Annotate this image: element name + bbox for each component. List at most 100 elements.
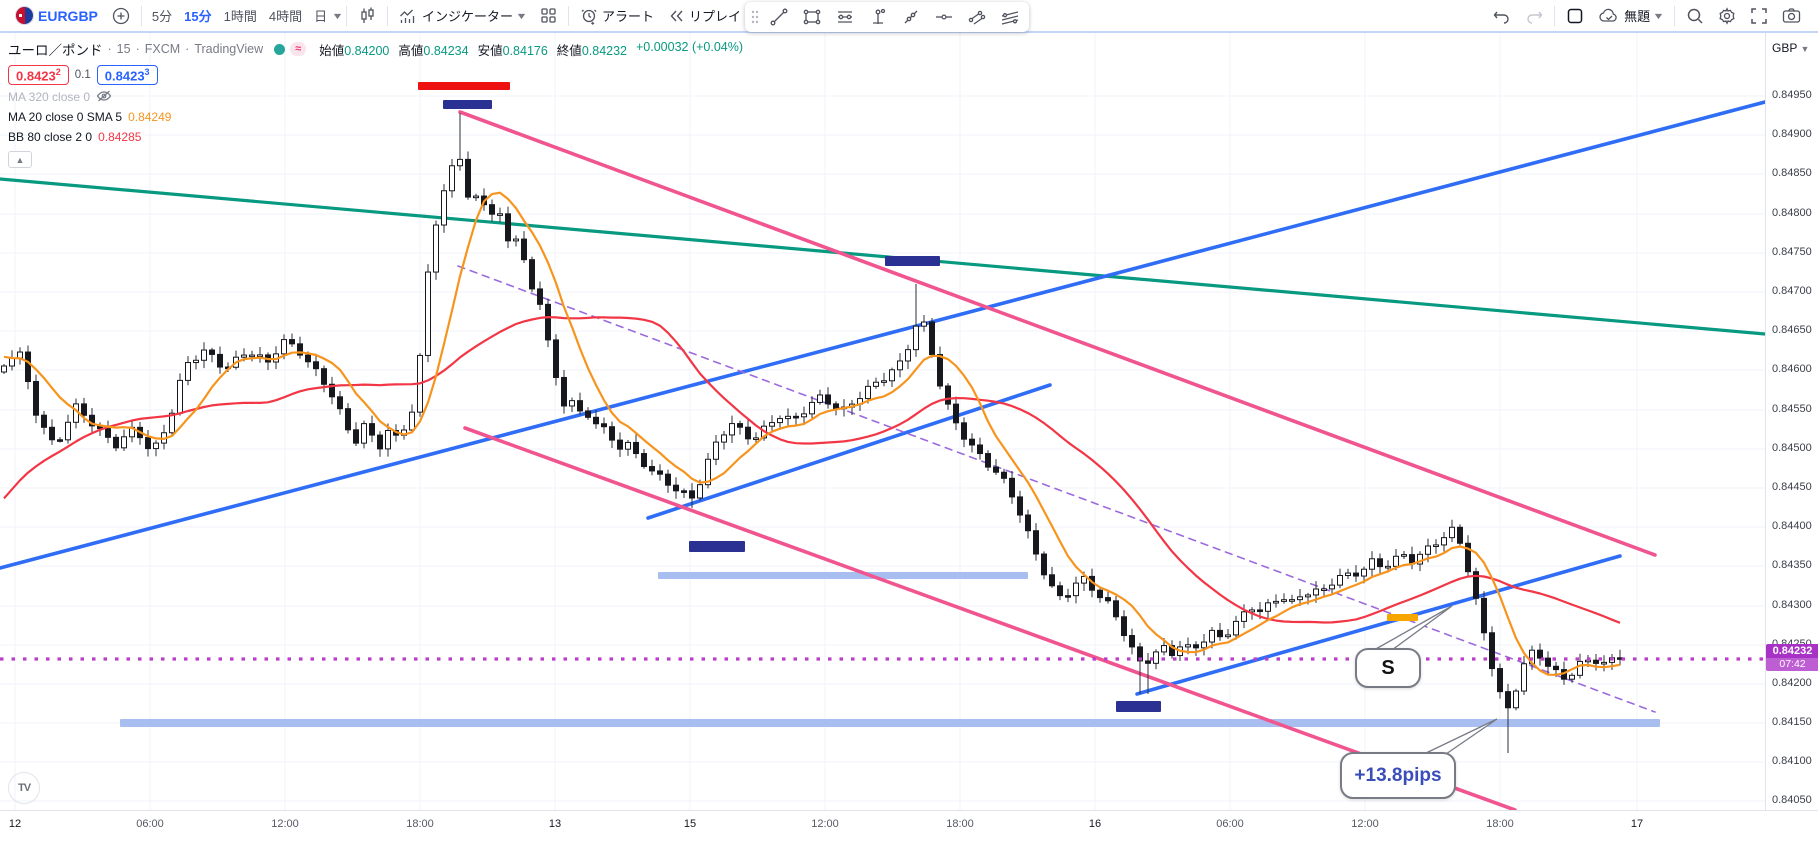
alert-button[interactable]: アラート [573,3,661,29]
ma-fast-line [3,191,1621,676]
marker-box-drawing[interactable] [418,82,510,90]
price-axis-label: 0.84600 [1772,363,1812,375]
indicator-row-0[interactable]: MA 320 close 0 [8,89,743,105]
toolbar-divider [140,5,142,26]
marker-box-drawing[interactable] [885,256,940,266]
toolbar-divider [387,5,389,26]
ohlc-values: 始値0.84200 高値0.84234 安値0.84176 終値0.84232 … [319,39,744,58]
support-zone-band[interactable] [658,572,1028,579]
tf-15m-button[interactable]: 15分 [184,9,212,24]
marker-box-drawing[interactable] [443,100,492,109]
time-axis-label: 18:00 [1486,818,1514,830]
regression-trend-tool[interactable] [993,3,1026,31]
tf-1h-button[interactable]: 1時間 [223,9,257,24]
time-axis-label: 12:00 [811,818,839,830]
ma-slow-line [3,316,1621,624]
buy-button[interactable]: 0.84233 [96,65,158,86]
tf-5m-button[interactable]: 5分 [151,9,173,24]
ray-tool[interactable] [894,3,927,31]
chart-style-button[interactable] [351,3,383,29]
time-axis-label: 16 [1088,818,1102,830]
marker-box-drawing[interactable] [689,541,745,552]
time-axis-label: 12:00 [271,818,299,830]
approx-data-icon[interactable]: ≈ [290,42,307,56]
price-axis-label: 0.84450 [1772,481,1812,493]
undo-button[interactable] [1486,3,1518,29]
legend-title-row[interactable]: ユーロ／ポンド · 15 · FXCM · TradingView ≈ 始値0.842… [8,39,744,59]
rectangle-tool[interactable] [795,3,828,31]
bubble-pointer [1371,605,1453,651]
replay-button[interactable]: リプレイ [661,3,748,29]
parallel-channel-tool[interactable] [960,3,993,31]
support-zone-band[interactable] [120,719,1660,727]
tf-1d-button[interactable]: 日 [314,9,328,24]
redo-button[interactable] [1518,3,1550,29]
indicator-name: MA 20 close 0 SMA 5 [8,110,123,125]
indicator-row-1[interactable]: MA 20 close 0 SMA 5 0.84249 [8,109,743,125]
change-value: +0.00032 (+0.04%) [636,39,744,54]
indicator-row-2[interactable]: BB 80 close 2 0 0.84285 [8,129,743,145]
symbol-label: EURGBP [38,7,98,24]
camera-icon [1782,8,1801,23]
high-value: 0.84234 [423,43,469,58]
chart-canvas [0,33,1765,810]
flat-channel-tool[interactable] [828,3,861,31]
annotation-pips-bubble[interactable]: +13.8pips [1340,752,1456,799]
dashed-trendline-drawing[interactable] [457,265,1656,713]
time-axis-label: 17 [1630,818,1644,830]
currency-chevron-icon: ▼ [1800,44,1810,54]
screenshot-button[interactable] [1775,3,1808,29]
trend-line-tool[interactable] [762,3,795,31]
symbol-button[interactable]: EURGBP [8,3,105,29]
time-axis-label: 12 [8,818,22,830]
trendline-drawing[interactable] [646,383,1052,520]
candlestick-icon [361,7,374,23]
sell-button[interactable]: 0.84232 [8,65,69,86]
toolbar-divider [1674,5,1675,26]
time-axis[interactable]: 12 06:00 12:00 18:00 13 15 12:00 18:00 16 06:00 12… [0,810,1818,841]
spread-value: 0.1 [74,69,91,82]
settings-button[interactable] [1711,3,1743,29]
replay-label: リプレイ [688,9,741,24]
marker-box-drawing[interactable] [1116,701,1161,712]
layout-button[interactable] [1559,3,1591,29]
price-axis[interactable]: GBP ▼ 0.84232 07:42 0.84950 0.84900 0.8485… [1765,0,1818,810]
indicators-chevron-icon: ▼ [515,10,528,21]
price-axis-label: 0.84650 [1772,324,1812,336]
compare-add-button[interactable] [105,3,137,29]
legend-collapse-button[interactable]: ▲ [8,151,32,169]
trendline-drawing[interactable] [0,100,1765,570]
price-axis-label: 0.84800 [1772,207,1812,219]
trendline-drawing[interactable] [458,110,1657,557]
trendline-drawing[interactable] [0,177,1765,336]
trendline-drawing[interactable] [1135,554,1622,696]
search-icon [1687,8,1703,24]
eye-off-icon[interactable] [96,89,112,106]
templates-button[interactable] [533,3,564,29]
market-status-icon[interactable] [274,43,286,55]
fullscreen-button[interactable] [1743,3,1775,29]
search-button[interactable] [1679,3,1711,29]
timeframe-chevron-icon[interactable]: ▼ [331,10,344,21]
axis-currency-button[interactable]: GBP ▼ [1772,41,1810,55]
current-price-value: 0.84232 [1766,644,1818,658]
horizontal-line-tool[interactable] [927,3,960,31]
drawing-toolbar-drag-handle[interactable] [748,3,762,31]
price-axis-label: 0.84700 [1772,285,1812,297]
fullscreen-icon [1751,7,1767,24]
indicators-button[interactable]: インジケーター ▼ [392,3,533,29]
chart-pane[interactable]: ユーロ／ポンド · 15 · FXCM · TradingView ≈ 始値0.842… [0,0,1765,810]
time-axis-label: 18:00 [406,818,434,830]
tf-4h-button[interactable]: 4時間 [268,9,303,24]
pips-bubble-text: +13.8pips [1354,764,1442,786]
current-price-badge[interactable]: 0.84232 07:42 [1766,644,1818,671]
layout-title: 無題 [1624,9,1651,24]
bar-countdown: 07:42 [1766,658,1818,671]
time-axis-label: 18:00 [946,818,974,830]
annotation-s-bubble[interactable]: S [1355,648,1421,688]
save-layout-button[interactable]: 無題 ▼ [1591,3,1670,29]
vertical-line-tool[interactable] [861,3,894,31]
marker-box-drawing[interactable] [1387,614,1418,621]
tradingview-watermark-icon[interactable]: TV [8,772,40,804]
trendline-drawing[interactable] [463,426,1517,810]
